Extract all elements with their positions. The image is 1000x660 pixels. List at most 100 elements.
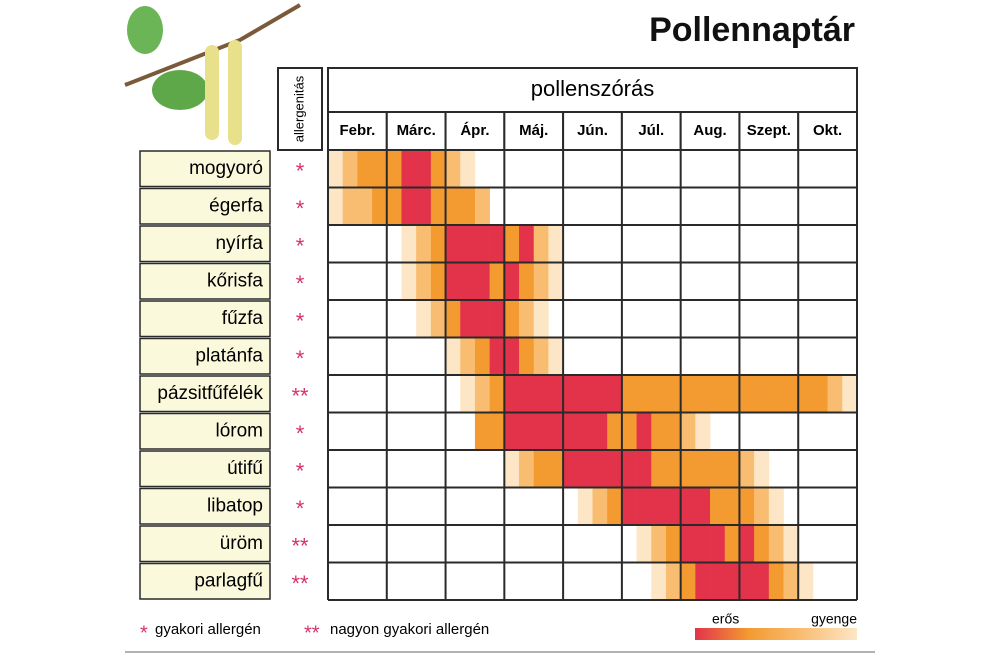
- pollen-cell: [504, 375, 520, 413]
- pollen-cell: [695, 562, 711, 600]
- pollen-cell: [783, 562, 799, 600]
- title: Pollennaptár: [649, 11, 855, 49]
- pollen-cell: [680, 562, 696, 600]
- pollen-cell: [680, 487, 696, 525]
- pollen-cell: [636, 450, 652, 488]
- pollen-cell: [416, 187, 432, 225]
- pollen-cell: [342, 187, 358, 225]
- pollen-cell: [651, 525, 667, 563]
- month-cell: [797, 111, 859, 151]
- pollen-cell: [695, 450, 711, 488]
- pollen-cell: [445, 300, 461, 338]
- legend-mark: **: [304, 622, 320, 644]
- pollen-cell: [489, 412, 505, 450]
- pollen-cell: [710, 450, 726, 488]
- name-cell: [139, 150, 271, 188]
- pollen-cell: [607, 487, 623, 525]
- row-name: libatop: [207, 495, 263, 516]
- allergen-mark: *: [296, 496, 305, 521]
- pollen-cell: [665, 412, 681, 450]
- name-cell: [139, 187, 271, 225]
- pollen-cell: [489, 300, 505, 338]
- decoration: [124, 3, 302, 145]
- pollen-cell: [430, 262, 446, 300]
- pollen-cell: [651, 450, 667, 488]
- pollen-cell: [724, 450, 740, 488]
- pollen-cell: [519, 337, 535, 375]
- pollen-cell: [533, 450, 549, 488]
- pollen-cell: [533, 337, 549, 375]
- month-label: Aug.: [693, 122, 726, 139]
- pollen-cell: [489, 262, 505, 300]
- pollen-cell: [386, 150, 402, 188]
- name-cell: [139, 562, 271, 600]
- pollen-cell: [739, 487, 755, 525]
- pollen-cell: [621, 487, 637, 525]
- pollen-cell: [710, 525, 726, 563]
- month-label: Ápr.: [460, 122, 489, 139]
- pollen-cell: [724, 487, 740, 525]
- legend-text: gyakori allergén: [155, 621, 261, 638]
- pollen-cell: [416, 262, 432, 300]
- pollen-cell: [798, 562, 814, 600]
- pollen-cell: [445, 150, 461, 188]
- pollen-cell: [416, 300, 432, 338]
- pollen-cell: [724, 525, 740, 563]
- name-cell: [139, 225, 271, 263]
- pollen-cell: [445, 225, 461, 263]
- legend-weak: gyenge: [811, 611, 857, 627]
- pollen-cell: [445, 337, 461, 375]
- pollen-cell: [401, 225, 417, 263]
- allergen-mark: **: [291, 384, 309, 409]
- pollen-cell: [577, 487, 593, 525]
- pollen-cell: [710, 487, 726, 525]
- pollen-cell: [519, 262, 535, 300]
- pollen-cell: [695, 487, 711, 525]
- name-cell: [139, 337, 271, 375]
- pollen-cell: [533, 375, 549, 413]
- pollen-cell: [460, 262, 476, 300]
- pollen-cell: [592, 450, 608, 488]
- pollen-cell: [533, 412, 549, 450]
- row-name: nyírfa: [215, 233, 263, 254]
- pollen-cell: [665, 487, 681, 525]
- name-cell: [139, 300, 271, 338]
- pollen-cell: [754, 562, 770, 600]
- pollen-cell: [328, 187, 343, 225]
- pollen-cell: [519, 225, 535, 263]
- pollen-cell: [504, 300, 520, 338]
- pollen-cell: [768, 375, 784, 413]
- pollen-cell: [489, 375, 505, 413]
- pollen-cell: [665, 375, 681, 413]
- pollen-cell: [783, 525, 799, 563]
- allergen-mark: *: [296, 234, 305, 259]
- allergen-mark: *: [296, 196, 305, 221]
- pollen-cell: [548, 375, 564, 413]
- row-name: fűzfa: [222, 308, 264, 329]
- pollen-cell: [783, 375, 799, 413]
- pollen-cell: [710, 562, 726, 600]
- pollen-cell: [739, 562, 755, 600]
- pollen-cell: [563, 412, 579, 450]
- pollen-cell: [445, 262, 461, 300]
- pollen-cell: [754, 450, 770, 488]
- allergen-header-box: [277, 67, 323, 151]
- pollen-cell: [430, 150, 446, 188]
- pollen-cell: [842, 375, 858, 413]
- pollen-cell: [680, 450, 696, 488]
- pollen-cell: [665, 525, 681, 563]
- pollen-cell: [680, 375, 696, 413]
- pollen-cell: [768, 525, 784, 563]
- legend-strong: erős: [712, 611, 739, 627]
- pollen-cell: [401, 187, 417, 225]
- pollen-cell: [342, 150, 358, 188]
- pollen-cell: [519, 375, 535, 413]
- pollen-cell: [563, 375, 579, 413]
- name-cell: [139, 262, 271, 300]
- allergen-mark: *: [296, 459, 305, 484]
- pollen-cell: [430, 300, 446, 338]
- pollen-cell: [460, 375, 476, 413]
- pollen-cell: [474, 375, 490, 413]
- row-name: üröm: [220, 533, 263, 554]
